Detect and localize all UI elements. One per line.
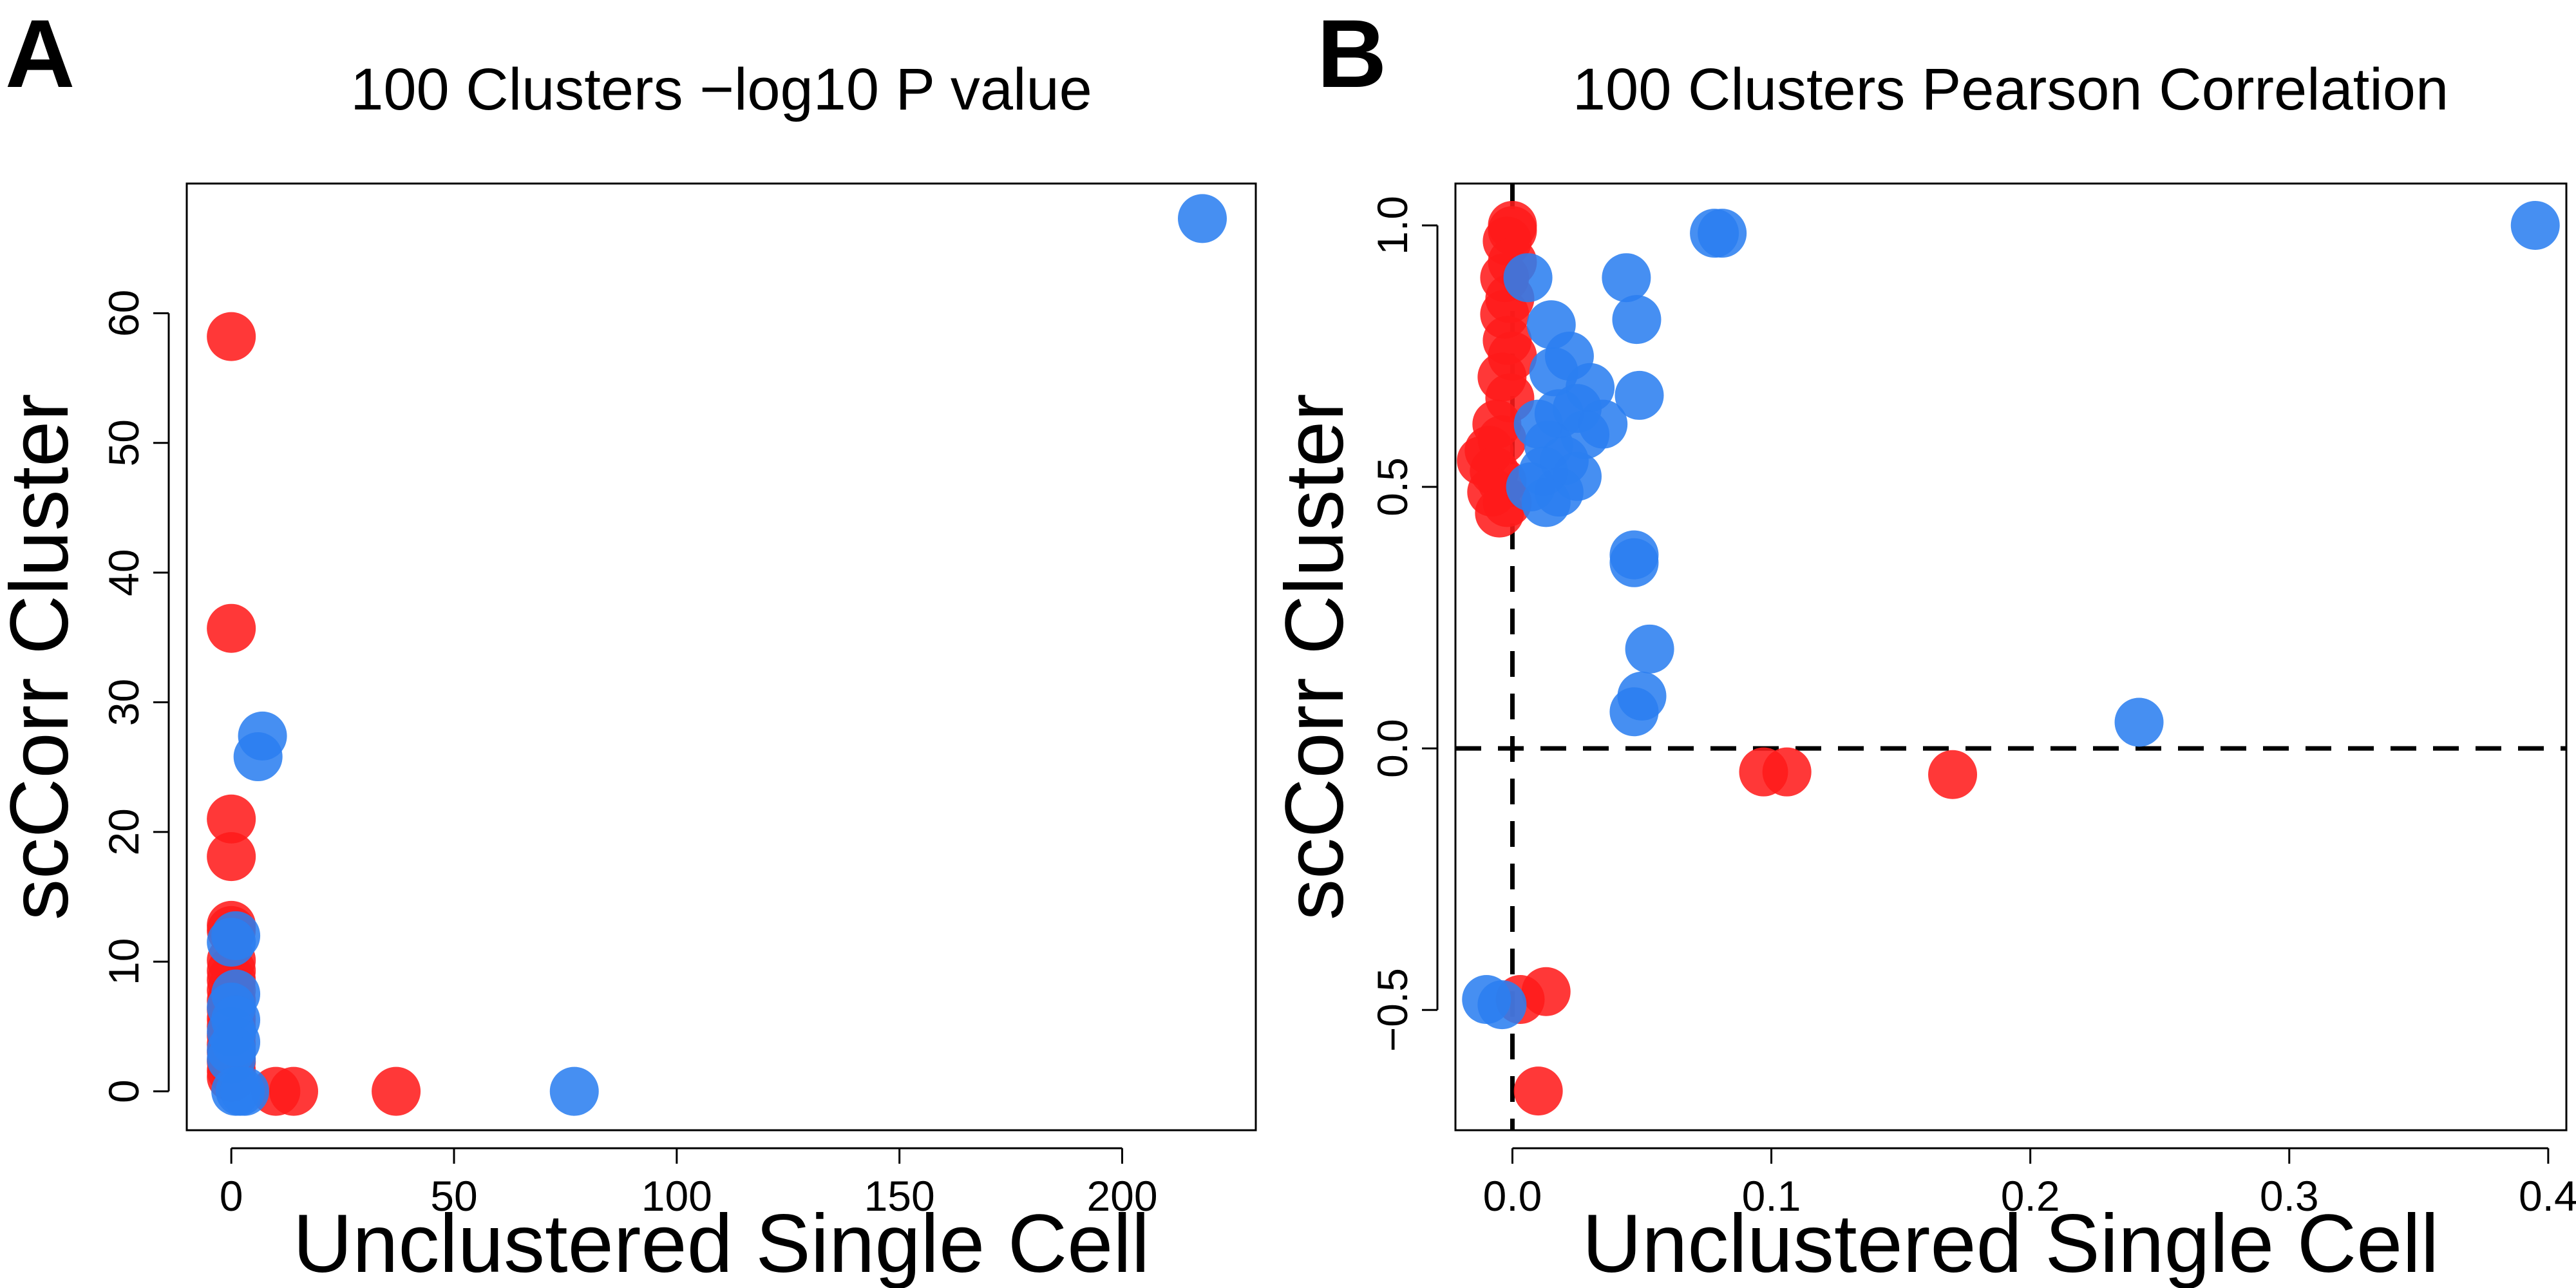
data-point-blue — [1602, 253, 1651, 303]
chart-title-2: 100 Clusters Pearson Correlation — [1573, 57, 2448, 122]
data-point-red — [207, 603, 256, 653]
data-point-blue — [549, 1066, 599, 1116]
x-axis-1: 0 50 100 150 200 — [220, 1147, 1158, 1220]
panel-label-1: A — [5, 0, 75, 108]
data-point-blue — [1698, 209, 1747, 258]
y-tick-label: 20 — [100, 808, 147, 855]
data-point-blue — [2510, 200, 2560, 250]
y-axis-2: −0.5 0.0 0.5 1.0 — [1368, 196, 1439, 1052]
x-tick-label: 150 — [864, 1172, 935, 1220]
y-axis-title-1: scCorr Cluster — [0, 393, 86, 920]
data-point-blue — [220, 1066, 269, 1116]
x-axis-title-2: Unclustered Single Cell — [1582, 1198, 2439, 1288]
chart-title-1: 100 Clusters −log10 P value — [350, 57, 1092, 122]
x-tick-label: 0.3 — [2260, 1172, 2319, 1220]
series-blue-points-1 — [207, 194, 1227, 1116]
plot-frame-2 — [1454, 182, 2568, 1132]
plot-frame-1 — [185, 182, 1257, 1132]
data-point-red — [207, 794, 256, 844]
data-point-red — [269, 1066, 318, 1116]
x-tick-label: 0.4 — [2519, 1172, 2576, 1220]
data-point-blue — [1506, 462, 1555, 512]
data-point-blue — [2114, 697, 2164, 747]
data-point-blue — [233, 732, 283, 782]
y-tick-label: 0.5 — [1368, 457, 1416, 516]
series-blue-points-2 — [1462, 200, 2560, 1030]
x-tick-label: 50 — [430, 1172, 477, 1220]
data-point-red — [207, 832, 256, 882]
data-point-blue — [1625, 624, 1674, 674]
x-tick-label: 0.1 — [1742, 1172, 1801, 1220]
x-tick-label: 200 — [1086, 1172, 1157, 1220]
y-axis-1: 0 10 20 30 40 50 60 — [100, 290, 170, 1103]
y-tick-label: 60 — [100, 290, 147, 337]
data-point-blue — [1477, 980, 1527, 1030]
y-tick-label: 10 — [100, 938, 147, 985]
y-tick-label: 30 — [100, 679, 147, 726]
data-point-red — [1928, 750, 1978, 799]
y-tick-label: 0.0 — [1368, 719, 1416, 778]
y-tick-label: −0.5 — [1368, 968, 1416, 1052]
x-axis-2: 0.0 0.1 0.2 0.3 0.4 — [1483, 1147, 2576, 1220]
x-axis-title-1: Unclustered Single Cell — [293, 1198, 1150, 1288]
y-tick-label: 40 — [100, 549, 147, 596]
y-tick-label: 1.0 — [1368, 196, 1416, 255]
data-point-blue — [1612, 295, 1662, 345]
x-tick-label: 100 — [641, 1172, 712, 1220]
data-point-red — [1762, 747, 1812, 797]
x-tick-label: 0.0 — [1483, 1172, 1542, 1220]
data-point-blue — [1178, 194, 1227, 243]
data-point-blue — [207, 918, 256, 967]
y-axis-title-2: scCorr Cluster — [1269, 393, 1361, 920]
y-tick-label: 50 — [100, 419, 147, 466]
panel-label-2: B — [1317, 0, 1387, 108]
x-tick-label: 0 — [220, 1172, 243, 1220]
x-tick-label: 0.2 — [2001, 1172, 2060, 1220]
data-point-red — [1513, 1066, 1563, 1116]
data-point-blue — [1503, 253, 1553, 303]
y-tick-label: 0 — [100, 1079, 147, 1103]
data-point-blue — [1615, 370, 1664, 420]
data-point-blue — [1609, 687, 1659, 737]
data-point-blue — [1609, 538, 1659, 587]
data-point-red — [372, 1066, 421, 1116]
data-point-red — [207, 312, 256, 361]
